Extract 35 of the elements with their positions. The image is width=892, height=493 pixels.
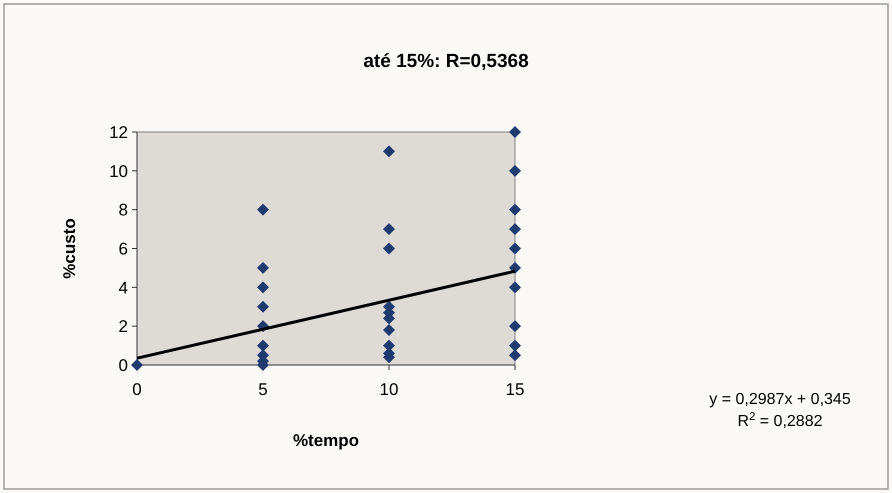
point: [509, 242, 521, 254]
point: [257, 340, 269, 352]
point: [257, 262, 269, 274]
point: [509, 204, 521, 216]
point: [509, 281, 521, 294]
x-axis-title: %tempo: [292, 431, 360, 450]
point: [383, 145, 395, 158]
point: [257, 204, 269, 216]
point: [383, 223, 395, 236]
point: [509, 223, 521, 236]
x-tick-label: 15: [506, 380, 524, 399]
y-tick-label: 2: [118, 317, 128, 336]
point: [383, 324, 395, 336]
x-tick-label: 0: [132, 380, 142, 399]
point: [257, 281, 269, 294]
text: y = 0,2987x + 0,345: [709, 391, 851, 408]
y-tick-label: 4: [118, 278, 128, 298]
x-tick-label: 5: [258, 380, 268, 399]
y-tick-label: 6: [118, 239, 128, 258]
x-tick-label: 10: [380, 380, 398, 399]
point: [509, 164, 521, 177]
y-tick-label: 0: [118, 356, 128, 375]
y-tick-label: 8: [118, 200, 128, 220]
point: [257, 300, 269, 313]
point: [509, 349, 521, 362]
point: [509, 320, 521, 332]
y-axis-title: %custo: [60, 218, 79, 279]
chart-title: até 15%: R=0,5368: [363, 51, 529, 72]
y-tick-label: 12: [109, 122, 128, 142]
point: [131, 359, 143, 371]
point: [509, 340, 521, 352]
text: R$^{2}$ = 0,2882: [738, 411, 823, 430]
point: [509, 126, 521, 138]
y-tick-label: 10: [109, 162, 128, 181]
point: [383, 242, 395, 254]
